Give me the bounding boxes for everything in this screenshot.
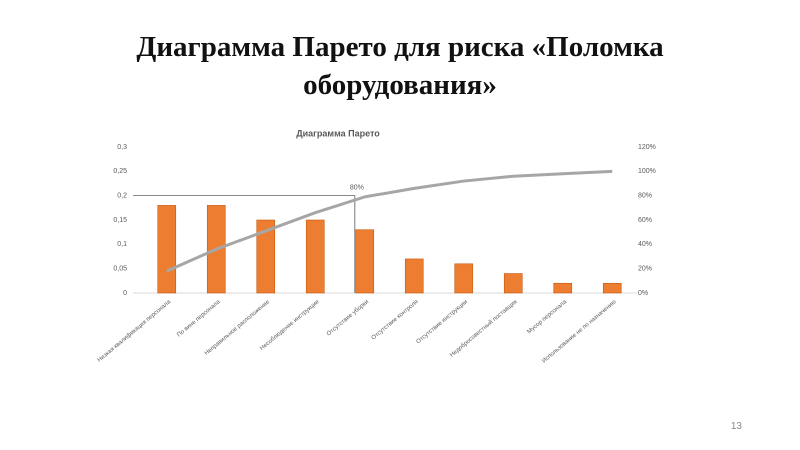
y-tick-label: 0,15 xyxy=(113,217,127,224)
cumulative-line xyxy=(166,169,613,273)
x-tick-label: Отсутствие контроля xyxy=(371,299,420,341)
bar xyxy=(256,219,276,294)
x-tick-label: Низкая квалификация персонала xyxy=(97,299,173,364)
chart-title: Диаграмма Парето xyxy=(296,128,380,138)
y2-tick-label: 0% xyxy=(638,290,648,297)
y2-tick-label: 80% xyxy=(638,193,652,200)
slide-title: Диаграмма Парето для риска «Поломка обор… xyxy=(136,31,664,101)
y-tick-label: 0,2 xyxy=(117,193,127,200)
threshold-label: 80% xyxy=(350,185,364,192)
bar xyxy=(503,273,523,294)
page-number: 13 xyxy=(730,421,742,432)
bar xyxy=(602,282,622,294)
y2-tick-label: 20% xyxy=(638,266,652,273)
bar xyxy=(454,263,474,294)
y2-tick-label: 40% xyxy=(638,241,652,248)
y-tick-label: 0,05 xyxy=(113,266,127,273)
x-tick-label: Мусор персонала xyxy=(526,299,568,336)
bar xyxy=(553,282,573,294)
y2-tick-label: 100% xyxy=(638,168,656,175)
threshold-line xyxy=(133,195,356,293)
y2-tick-label: 60% xyxy=(638,217,652,224)
x-tick-label: Отсутствие уборки xyxy=(326,299,370,337)
y-tick-label: 0,25 xyxy=(113,168,127,175)
x-tick-label: Отсутствие инструкции xyxy=(416,299,469,345)
y2-tick-label: 120% xyxy=(638,144,656,151)
x-tick-label: Несоблюдение инструкции xyxy=(259,299,320,352)
bar xyxy=(157,205,177,294)
y-tick-label: 0,3 xyxy=(117,144,127,151)
y-tick-label: 0,1 xyxy=(117,241,127,248)
x-tick-label: По вине персонала xyxy=(176,299,222,339)
y-tick-label: 0 xyxy=(123,290,127,297)
bar xyxy=(305,219,325,294)
bar xyxy=(404,258,424,294)
bar xyxy=(355,229,375,294)
